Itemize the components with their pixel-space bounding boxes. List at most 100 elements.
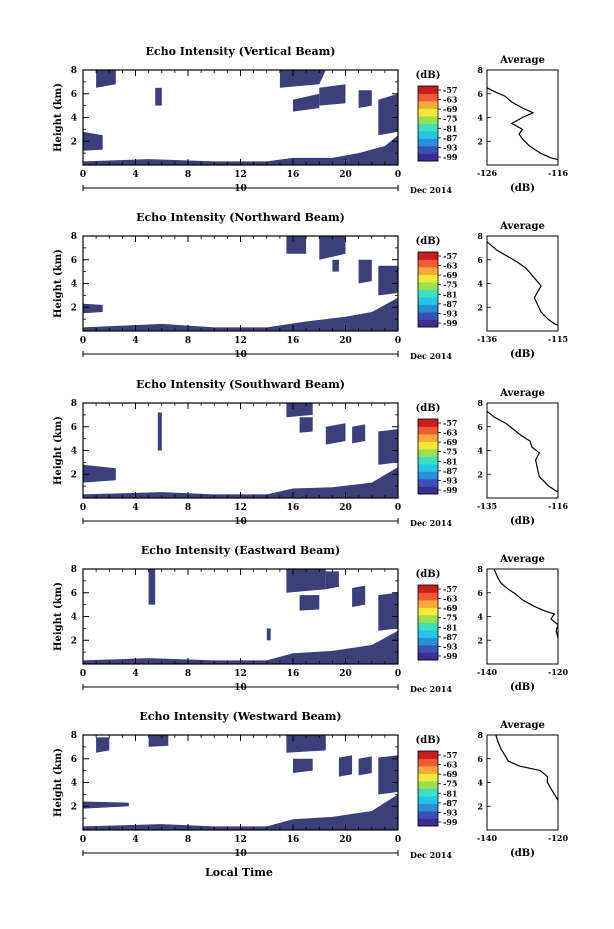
colorbar-band: [418, 758, 438, 767]
colorbar-band: [418, 811, 438, 819]
echo-region: [378, 265, 398, 296]
echo-region: [148, 569, 156, 605]
colorbar-band: [418, 803, 438, 812]
x-tick-label: 0: [80, 669, 86, 679]
echo-region: [293, 758, 313, 773]
x-tick-label: 0: [80, 835, 86, 845]
panel-4: Echo Intensity (Eastward Beam) 0 4 8 12 16 20 0…: [53, 544, 568, 694]
y-tick-label: 8: [71, 66, 77, 76]
x-tick-label: 4: [132, 669, 138, 679]
colorbar-band: [418, 615, 438, 623]
day-label: 10: [234, 849, 247, 859]
colorbar-band: [418, 592, 438, 601]
average-x-label: (dB): [510, 516, 535, 527]
colorbar-band: [418, 426, 438, 435]
y-tick-label: 6: [71, 90, 77, 100]
colorbar-tick-label: -87: [443, 798, 457, 808]
y-tick-label: 2: [71, 636, 77, 646]
colorbar-band: [418, 607, 438, 616]
date-label: Dec 2014: [410, 850, 452, 860]
colorbar-band: [418, 456, 438, 465]
echo-region: [325, 571, 339, 590]
colorbar-band: [418, 304, 438, 313]
colorbar-band: [418, 289, 438, 298]
average-y-tick-label: 6: [477, 422, 483, 432]
echo-region: [293, 93, 320, 112]
average-y-tick-label: 6: [477, 89, 483, 99]
y-axis-label: Height (km): [53, 83, 64, 152]
average-y-tick-label: 2: [477, 302, 483, 312]
x-tick-label: 0: [80, 170, 86, 180]
colorbar-band: [418, 788, 438, 797]
colorbar-band: [418, 86, 438, 94]
day-label: 10: [234, 184, 247, 194]
colorbar-band: [418, 252, 438, 260]
colorbar-band: [418, 267, 438, 275]
colorbar-tick-label: -81: [443, 289, 457, 299]
average-y-tick-label: 4: [477, 113, 483, 123]
panel-3: Echo Intensity (Southward Beam)0 4 8 12 16 20…: [53, 378, 568, 528]
x-tick-label: 0: [395, 336, 401, 346]
colorbar-tick-label: -93: [443, 142, 458, 152]
y-tick-label: 4: [71, 613, 77, 623]
echo-region: [378, 429, 398, 465]
colorbar-band: [418, 796, 438, 804]
average-y-tick-label: 6: [477, 255, 483, 265]
colorbar-band: [418, 637, 438, 646]
colorbar-band: [418, 116, 438, 124]
colorbar-band: [418, 146, 438, 154]
y-tick-label: 8: [71, 399, 77, 409]
echo-region: [286, 236, 307, 254]
echo-region: [358, 90, 372, 108]
x-tick-label: 0: [395, 835, 401, 845]
average-x-tick-label: -140: [477, 667, 497, 677]
x-tick-label: 16: [287, 503, 300, 513]
colorbar-tick-label: -87: [443, 632, 457, 642]
average-x-tick-label: -126: [477, 168, 497, 178]
colorbar-band: [418, 123, 438, 132]
y-tick-label: 2: [71, 303, 77, 313]
colorbar-band: [418, 138, 438, 147]
colorbar-tick-label: -57: [443, 750, 457, 760]
colorbar-tick-label: -93: [443, 475, 458, 485]
average-profile: [495, 735, 558, 802]
colorbar-band: [418, 297, 438, 305]
colorbar-band: [418, 585, 438, 593]
x-tick-label: 0: [395, 669, 401, 679]
echo-regions: [83, 735, 398, 830]
colorbar-band: [418, 131, 438, 139]
colorbar-band: [418, 471, 438, 480]
colorbar-tick-label: -93: [443, 807, 458, 817]
average-x-tick-label: -136: [477, 334, 497, 344]
x-tick-label: 20: [339, 669, 352, 679]
echo-regions: [83, 403, 398, 498]
average-x-label: (dB): [510, 682, 535, 693]
y-axis-label: Height (km): [53, 416, 64, 485]
colorbar-band: [418, 259, 438, 268]
colorbar-tick-label: -57: [443, 418, 457, 428]
day-label: 10: [234, 683, 247, 693]
average-title: Average: [499, 720, 545, 731]
y-tick-label: 4: [71, 280, 77, 290]
day-label: 10: [234, 517, 247, 527]
x-tick-label: 12: [234, 336, 247, 346]
colorbar-tick-label: -99: [443, 817, 458, 827]
colorbar-tick-label: -93: [443, 308, 458, 318]
echo-region: [358, 756, 372, 776]
average-profile: [493, 569, 558, 640]
colorbar-band: [418, 600, 438, 608]
echo-region: [286, 735, 326, 753]
colorbar-band: [418, 93, 438, 102]
colorbar-band: [418, 274, 438, 283]
colorbar-tick-label: -87: [443, 299, 457, 309]
average-x-tick-label: -116: [548, 501, 568, 511]
echo-region: [279, 70, 326, 88]
colorbar-frame: [417, 85, 439, 162]
colorbar-tick-label: -57: [443, 85, 457, 95]
x-tick-label: 4: [132, 170, 138, 180]
average-y-tick-label: 6: [477, 754, 483, 764]
colorbar-frame: [417, 750, 439, 827]
echo-region: [96, 70, 116, 88]
average-y-tick-label: 2: [477, 469, 483, 479]
